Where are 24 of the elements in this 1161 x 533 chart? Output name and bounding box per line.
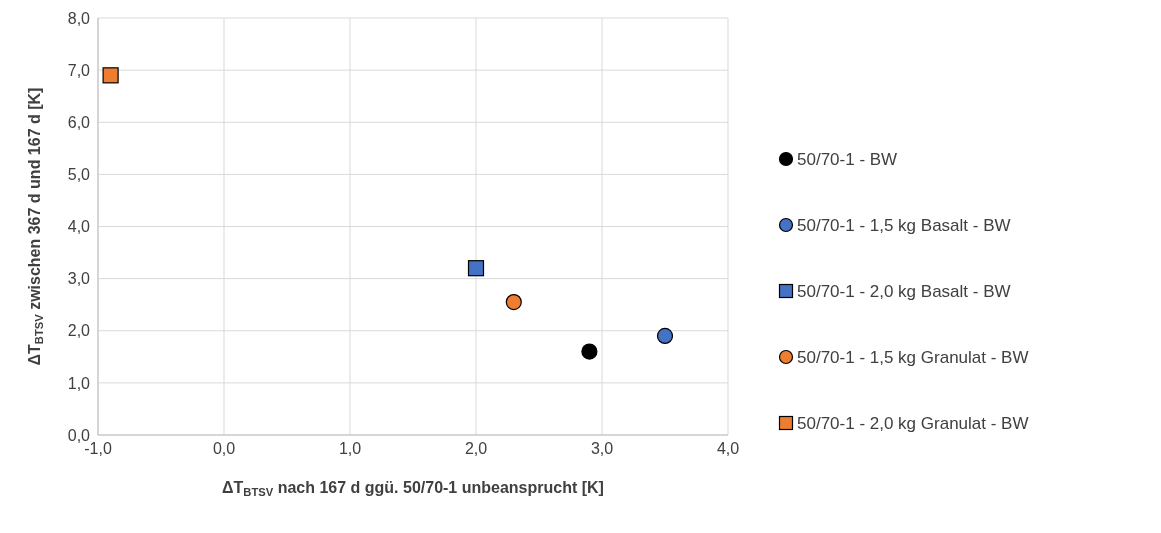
y-tick-label: 7,0 xyxy=(67,61,91,79)
x-tick-label: 3,0 xyxy=(590,440,614,458)
x-tick-label: 0,0 xyxy=(212,440,236,458)
y-tick-label: 6,0 xyxy=(67,113,91,131)
y-tick-label: 8,0 xyxy=(67,9,91,27)
legend-label: 50/70-1 - 1,5 kg Basalt - BW xyxy=(797,215,1011,237)
y-tick-label: 2,0 xyxy=(67,322,91,340)
y-tick-label: 4,0 xyxy=(67,218,91,236)
point xyxy=(581,343,598,360)
x-tick-label: 1,0 xyxy=(338,440,362,458)
x-axis-title: ΔT$_{BTSV}$ nach 167 d ggü. 50/70-1 unbeansprucht [K] xyxy=(222,479,604,498)
x-tick-label: 4,0 xyxy=(716,440,740,458)
y-tick-label: 5,0 xyxy=(67,166,91,184)
y-tick-label: 1,0 xyxy=(67,374,91,392)
legend-label: 50/70-1 - 2,0 kg Basalt - BW xyxy=(797,281,1011,303)
legend-label: 50/70-1 - 1,5 kg Granulat - BW xyxy=(797,347,1029,369)
point xyxy=(505,293,522,311)
point xyxy=(102,67,119,84)
point xyxy=(467,260,485,277)
y-tick-label: 3,0 xyxy=(67,270,91,288)
legend-label: 50/70-1 - BW xyxy=(797,149,898,171)
legend-label: 50/70-1 - 2,0 kg Granulat - BW xyxy=(797,413,1029,435)
x-tick-label: 2,0 xyxy=(464,440,488,458)
point xyxy=(656,327,674,345)
